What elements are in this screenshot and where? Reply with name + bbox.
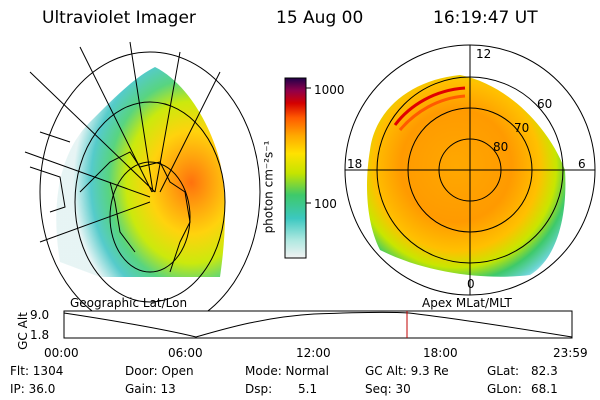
- date-label: 15 Aug 00: [276, 8, 364, 28]
- timeline-xtick-1: 06:00: [168, 346, 203, 360]
- status-glon-value: 68.1: [531, 382, 558, 396]
- colorbar: [284, 77, 311, 259]
- mlt-label-0: 0: [467, 277, 475, 291]
- colorbar-unit-label: photon cm⁻²s⁻¹: [261, 140, 276, 234]
- status-glat-value: 82.3: [531, 364, 558, 378]
- mlat-label-80: 80: [493, 140, 509, 154]
- status-dsp-label: Dsp:: [245, 382, 273, 396]
- mlat-label-60: 60: [537, 97, 553, 111]
- mlt-label-18: 18: [347, 157, 363, 171]
- status-flt: Flt: 1304: [10, 364, 64, 378]
- timeline-ytick-top: 9.0: [30, 308, 50, 322]
- timeline-xtick-0: 00:00: [44, 346, 79, 360]
- mlt-label-6: 6: [578, 157, 586, 171]
- instrument-title: Ultraviolet Imager: [42, 8, 196, 28]
- polar-mlat-mlt-panel: [344, 44, 596, 296]
- apex-panel-label: Apex MLat/MLT: [422, 296, 512, 310]
- geographic-image-panel: [24, 41, 261, 333]
- timeline-ytick-bottom: 1.8: [30, 328, 50, 342]
- status-glon-label: GLon:: [487, 382, 522, 396]
- mlt-label-12: 12: [476, 47, 492, 61]
- status-gain: Gain: 13: [125, 382, 176, 396]
- timeline-ylabel: GC Alt: [15, 312, 30, 350]
- status-dsp-value: 5.1: [298, 382, 318, 396]
- timeline-xtick-3: 18:00: [423, 346, 458, 360]
- status-mode: Mode: Normal: [245, 364, 329, 378]
- status-seq: Seq: 30: [365, 382, 411, 396]
- time-label: 16:19:47 UT: [433, 8, 538, 28]
- mlat-label-70: 70: [514, 121, 530, 135]
- status-door: Door: Open: [125, 364, 194, 378]
- colorbar-tick-100: 100: [314, 197, 337, 211]
- geographic-panel-label: Geographic Lat/Lon: [70, 296, 188, 310]
- colorbar-tick-1000: 1000: [314, 83, 345, 97]
- status-gcalt: GC Alt: 9.3 Re: [365, 364, 449, 378]
- status-ip: IP: 36.0: [10, 382, 56, 396]
- gc-alt-timeline: [63, 310, 573, 339]
- timeline-xtick-2: 12:00: [296, 346, 331, 360]
- timeline-xtick-4: 23:59: [553, 346, 588, 360]
- status-glat-label: GLat:: [487, 364, 520, 378]
